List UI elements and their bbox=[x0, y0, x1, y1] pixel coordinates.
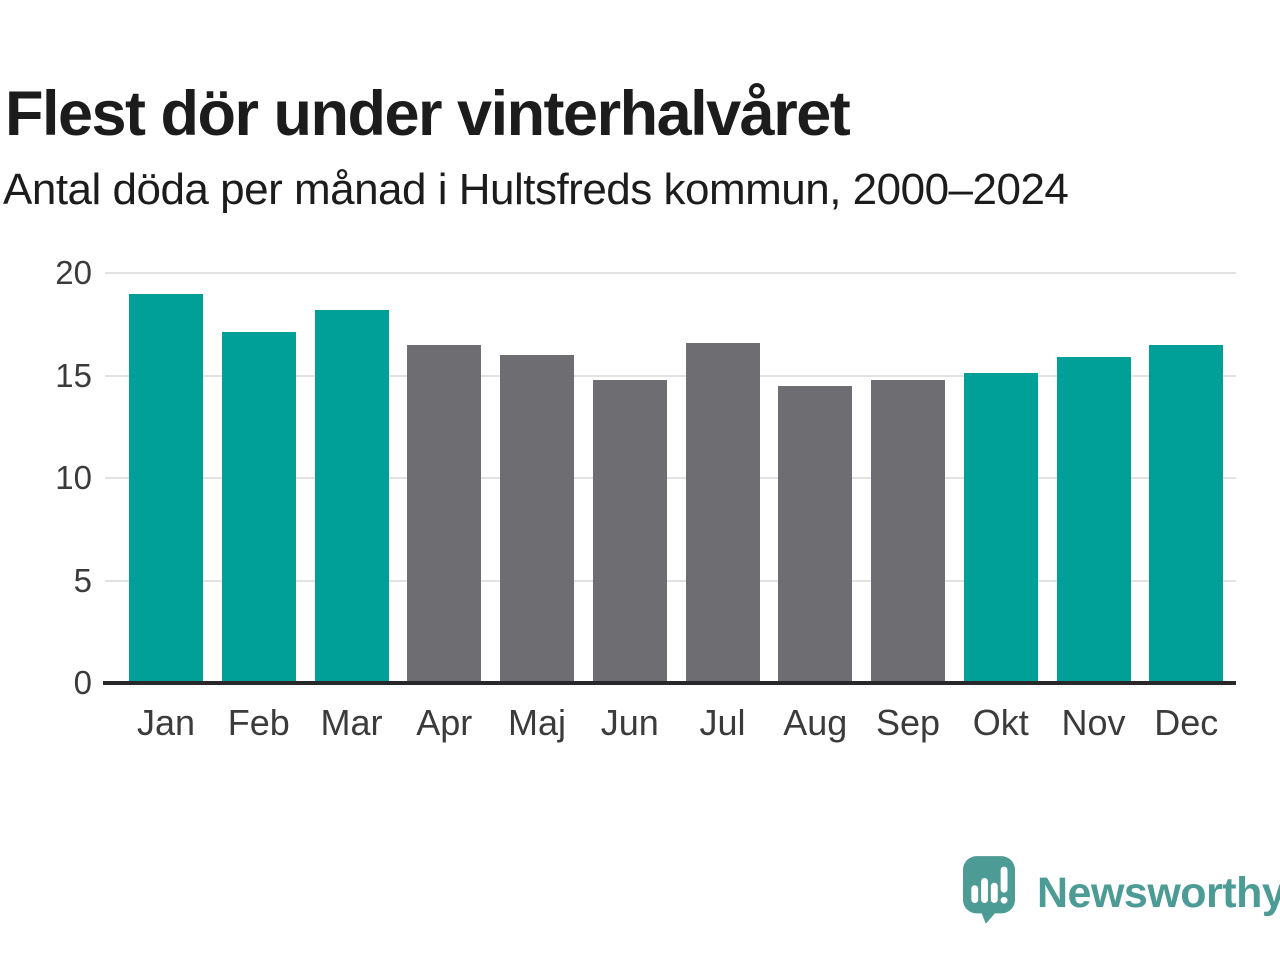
bar-aug bbox=[778, 385, 853, 683]
bar-feb bbox=[221, 332, 296, 683]
newsworthy-wordmark: Newsworthy bbox=[1037, 869, 1280, 917]
x-tick-label-maj: Maj bbox=[507, 702, 567, 743]
bar-jan bbox=[129, 293, 203, 683]
bar-dec bbox=[1149, 344, 1224, 683]
x-axis: Jan Feb Mar Apr Maj Jun Jul Aug Sep Okt Nov Dec bbox=[105, 683, 1236, 763]
y-tick-label-10: 10 bbox=[55, 458, 92, 496]
x-axis-line bbox=[103, 681, 1236, 685]
x-tick-label-nov: Nov bbox=[1061, 702, 1126, 743]
y-tick-label-15: 15 bbox=[55, 356, 92, 394]
chart-subtitle: Antal döda per månad i Hultsfreds kommun… bbox=[3, 165, 1069, 214]
bar-okt bbox=[963, 373, 1038, 683]
x-tick-label-jun: Jun bbox=[600, 702, 659, 743]
bar-sep bbox=[871, 379, 945, 683]
bar-nov bbox=[1056, 357, 1131, 683]
y-tick-label-20: 20 bbox=[55, 253, 92, 291]
bar-jun bbox=[592, 379, 667, 683]
gridline-15 bbox=[105, 374, 1236, 377]
bars bbox=[105, 273, 1236, 683]
x-tick-label-okt: Okt bbox=[972, 702, 1029, 743]
bar-jul bbox=[685, 342, 760, 683]
x-tick-label-dec: Dec bbox=[1154, 702, 1219, 743]
chart-title: Flest dör under vinterhalvåret bbox=[5, 79, 851, 150]
x-tick-label-feb: Feb bbox=[227, 702, 290, 743]
newsworthy-logo: Newsworthy bbox=[963, 856, 1280, 925]
x-tick-label-apr: Apr bbox=[416, 702, 473, 743]
bar-mar bbox=[314, 309, 389, 683]
x-tick-label-aug: Aug bbox=[783, 702, 848, 743]
x-tick-label-jul: Jul bbox=[699, 702, 746, 743]
y-tick-label-5: 5 bbox=[73, 561, 92, 599]
x-tick-label-jan: Jan bbox=[136, 702, 196, 743]
bar-maj bbox=[500, 355, 574, 683]
gridline-5 bbox=[105, 579, 1236, 582]
gridline-10 bbox=[105, 477, 1236, 479]
y-axis: 0 5 10 15 20 bbox=[0, 256, 92, 699]
y-tick-label-0: 0 bbox=[73, 663, 92, 701]
bar-chart-plot-area bbox=[103, 272, 1236, 685]
gridline-20 bbox=[105, 272, 1236, 274]
x-tick-label-mar: Mar bbox=[320, 702, 383, 743]
bar-apr bbox=[407, 344, 482, 683]
newsworthy-speech-bubble-bar-chart-icon bbox=[963, 856, 1015, 924]
x-tick-label-sep: Sep bbox=[875, 702, 941, 743]
